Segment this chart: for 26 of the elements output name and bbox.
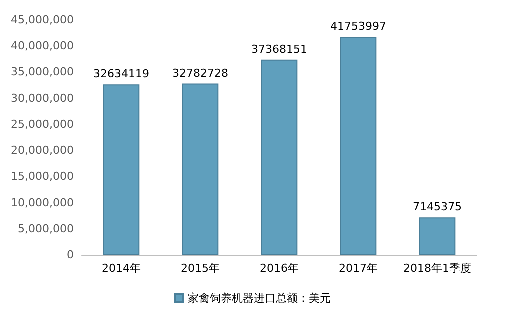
legend-label: 家禽饲养机器进口总额：美元 (188, 292, 331, 305)
y-tick-label: 30,000,000 (10, 92, 74, 105)
y-tick-label: 35,000,000 (10, 66, 74, 79)
y-tick-label: 40,000,000 (10, 40, 74, 53)
x-tick-label: 2018年1季度 (404, 262, 472, 275)
y-tick-label: 10,000,000 (10, 196, 74, 210)
data-label: 32782728 (172, 66, 228, 80)
x-tick-label: 2017年 (338, 262, 378, 275)
bar (419, 218, 456, 255)
y-tick-label: 5,000,000 (18, 222, 74, 236)
y-tick-label: 0 (66, 248, 74, 262)
bar (261, 60, 298, 255)
y-tick-label: 45,000,000 (10, 14, 74, 26)
x-tick-label: 2015年 (180, 262, 220, 275)
y-tick-label: 25,000,000 (10, 118, 74, 131)
bar (182, 84, 219, 255)
data-label: 32634119 (93, 68, 150, 81)
data-label: 37368151 (251, 42, 308, 56)
x-tick-label: 2014年 (102, 262, 141, 275)
data-label: 7145375 (413, 200, 462, 214)
data-label: 41753997 (330, 20, 386, 33)
bar (340, 36, 377, 255)
y-tick-label: 20,000,000 (10, 144, 74, 158)
y-tick-label: 15,000,000 (10, 170, 74, 184)
x-tick-label: 2016年 (260, 262, 299, 275)
bar (103, 84, 140, 255)
